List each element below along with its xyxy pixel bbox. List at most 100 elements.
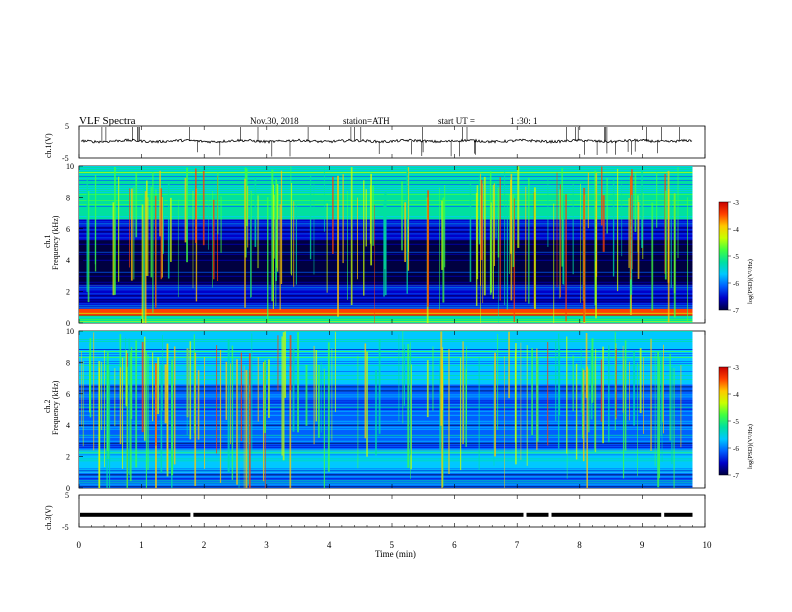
spec1-ylabel: Frequency (kHz) xyxy=(51,215,60,270)
sferic-streak xyxy=(536,358,539,442)
ch3-panel: 5 -5 ch.3(V) xyxy=(44,491,706,532)
colorbar-label: log(PSD)(V²/Hz) xyxy=(747,259,754,304)
band-texture-line xyxy=(79,440,693,442)
sferic-streak xyxy=(585,332,588,398)
spec2-image xyxy=(79,331,693,488)
sferic-streak xyxy=(284,331,287,398)
sferic-streak xyxy=(497,187,500,258)
sferic-streak xyxy=(145,350,148,488)
sferic-streak xyxy=(494,352,496,457)
band-texture-line xyxy=(79,310,693,312)
sferic-streak xyxy=(427,190,430,307)
band-texture-line xyxy=(79,408,693,410)
time-tick-label: 6 xyxy=(452,540,457,550)
sferic-streak xyxy=(499,177,501,301)
sferic-streak xyxy=(600,359,602,422)
band-texture-line xyxy=(79,174,693,175)
sferic-streak xyxy=(230,363,231,445)
sferic-streak xyxy=(509,194,510,274)
sferic-streak xyxy=(118,176,120,282)
sferic-streak xyxy=(189,341,192,440)
ch3-dropout xyxy=(190,511,194,518)
band-texture-line xyxy=(79,297,693,299)
sferic-streak xyxy=(547,341,549,446)
band-texture-line xyxy=(79,392,693,394)
freq-tick-label: 2 xyxy=(66,288,70,297)
sferic-streak xyxy=(289,366,292,488)
freq-tick-label: 6 xyxy=(66,225,70,234)
sferic-streak xyxy=(513,198,516,322)
sferic-streak xyxy=(279,204,281,310)
band-texture-line xyxy=(79,312,693,314)
freq-tick-label: 8 xyxy=(66,193,70,202)
band-texture-line xyxy=(79,438,693,440)
sferic-streak xyxy=(289,335,292,391)
sferic-streak xyxy=(186,349,188,435)
sferic-streak xyxy=(600,166,603,226)
sferic-streak xyxy=(104,350,105,468)
band-texture-line xyxy=(79,351,693,352)
sferic-streak xyxy=(637,201,640,279)
sferic-streak xyxy=(448,349,450,474)
colorbar-tick-label: -5 xyxy=(733,418,739,426)
band-texture-line xyxy=(79,470,693,472)
band-texture-line xyxy=(79,432,693,434)
sferic-streak xyxy=(192,190,194,289)
band-texture-line xyxy=(79,442,693,444)
freq-tick-label: 8 xyxy=(66,358,70,367)
station-label: station=ATH xyxy=(343,116,390,126)
sferic-streak xyxy=(244,178,246,308)
sferic-streak xyxy=(147,197,149,277)
ch1-panel: 5 -5 ch.1(V) xyxy=(44,122,706,163)
sferic-streak xyxy=(588,368,590,433)
band-texture-line xyxy=(79,186,693,187)
time-axis-label: Time (min) xyxy=(375,549,416,559)
sferic-streak xyxy=(133,186,135,280)
band-texture-line xyxy=(79,428,693,430)
sferic-streak xyxy=(624,340,627,451)
sferic-streak xyxy=(170,197,172,262)
freq-tick-label: 2 xyxy=(66,453,70,462)
sferic-streak xyxy=(629,361,630,421)
sferic-streak xyxy=(656,172,658,228)
sferic-streak xyxy=(533,187,536,310)
band-texture-line xyxy=(79,308,693,310)
sferic-streak xyxy=(559,184,561,298)
sferic-streak xyxy=(583,187,586,323)
sferic-streak xyxy=(89,337,92,418)
band-texture-line xyxy=(79,452,693,454)
sferic-streak xyxy=(275,178,277,307)
sferic-streak xyxy=(558,345,561,416)
freq-tick-label: 4 xyxy=(66,256,70,265)
band-texture-line xyxy=(79,384,693,386)
band-texture-line xyxy=(79,166,693,167)
band-texture-line xyxy=(79,375,693,376)
sferic-streak xyxy=(173,346,176,465)
sferic-streak xyxy=(480,179,483,261)
sferic-streak xyxy=(135,173,138,238)
sferic-streak xyxy=(410,351,412,456)
time-tick-label: 9 xyxy=(640,540,645,550)
sferic-streak xyxy=(247,186,249,248)
sferic-streak xyxy=(520,342,522,460)
band-texture-line xyxy=(79,188,693,189)
sferic-streak xyxy=(245,168,248,226)
sferic-streak xyxy=(637,362,638,477)
ch1-spikes xyxy=(101,127,680,157)
sferic-streak xyxy=(317,364,320,438)
band-texture-line xyxy=(79,381,693,382)
sferic-streak xyxy=(220,196,222,253)
band-texture-line xyxy=(79,307,693,309)
sferic-streak xyxy=(406,166,408,294)
sferic-streak xyxy=(243,365,245,488)
sferic-streak xyxy=(657,351,660,488)
sferic-streak xyxy=(275,179,278,268)
sferic-streak xyxy=(157,357,160,415)
sferic-streak xyxy=(114,167,116,295)
sferic-streak xyxy=(633,350,636,426)
band-texture-line xyxy=(79,412,693,414)
sferic-streak xyxy=(621,180,623,257)
sferic-streak xyxy=(510,173,513,301)
sferic-streak xyxy=(528,177,530,304)
spec1-image xyxy=(79,166,693,323)
